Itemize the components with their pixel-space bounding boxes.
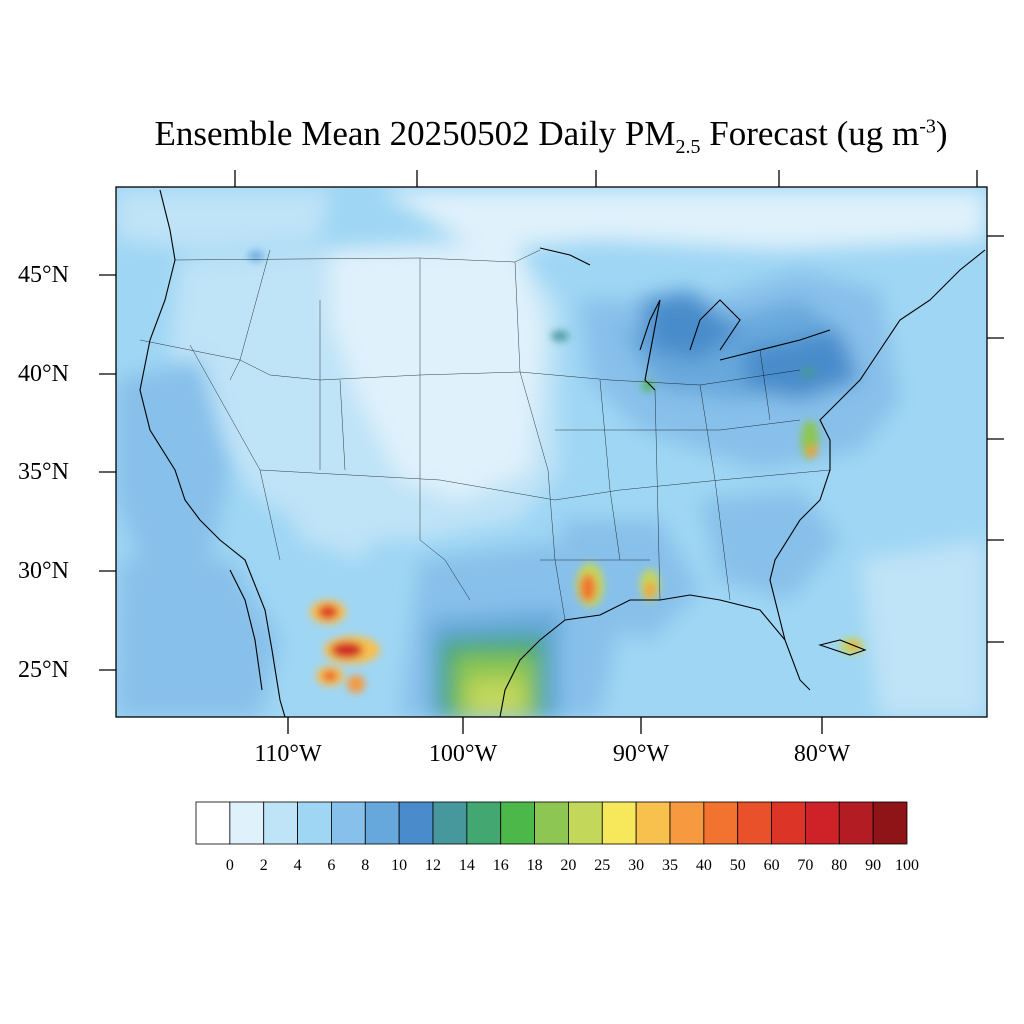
colorbar-tick-label: 8 [361,857,370,874]
lat-label-45: 45°N [18,262,69,288]
lat-label-40: 40°N [18,361,69,387]
colorbar-swatch [263,801,298,845]
colorbar-tick-label: 14 [458,857,475,874]
lat-label-25: 25°N [18,657,69,683]
colorbar-tick-label: 35 [662,857,678,874]
colorbar-swatch [432,801,468,845]
colorbar-swatch [635,801,671,845]
lon-label-110w: 110°W [254,741,322,767]
colorbar-tick-label: 25 [594,857,611,874]
colorbar-swatch [534,801,569,845]
colorbar-tick-label: 4 [293,857,302,874]
colorbar-swatch [195,801,231,845]
colorbar-tick-label: 12 [425,857,441,874]
title-prefix: Ensemble Mean 20250502 Daily PM [154,114,676,153]
colorbar-tick-label: 40 [695,857,712,874]
map-title: Ensemble Mean 20250502 Daily PM2.5 Forec… [0,114,1024,159]
lon-label-80w: 80°W [793,741,851,767]
title-superscript: -3 [919,115,936,138]
colorbar-tick-label: 2 [259,857,268,874]
concentration-field [116,187,987,717]
colorbar-tick-label: 6 [327,857,336,874]
clean-interior [116,190,985,560]
title-subscript: 2.5 [675,136,701,158]
hot-spots [248,251,864,693]
lat-label-30: 30°N [18,558,69,584]
colorbar-tick-label: 16 [492,857,509,874]
colorbar-tick-label: 10 [391,857,408,874]
colorbar-tick-label: 60 [763,857,780,874]
colorbar-tick-label: 30 [628,857,645,874]
title-middle: Forecast (ug m [700,114,920,153]
colorbar-tick-label: 100 [895,857,919,874]
lat-label-35: 35°N [18,459,69,485]
colorbar-tick-label: 20 [560,857,577,874]
colorbar-swatch [872,801,908,845]
colorbar-swatch [568,801,603,845]
lon-label-90w: 90°W [612,741,670,767]
colorbar-tick-label: 80 [831,857,848,874]
state-borders [139,249,831,621]
colorbar-swatch [297,801,332,845]
texas-mexico-smoke [430,610,560,717]
colorbar-swatch [737,801,772,845]
elevated-regions [116,270,985,717]
axis-ticks [99,170,1004,734]
colorbar-tick-label: 0 [225,857,234,874]
colorbar-swatch [601,801,637,845]
colorbar-tick-label: 18 [526,857,543,874]
colorbar-swatch [669,801,705,845]
colorbar-swatch [364,801,400,845]
colorbar-swatch [771,801,806,845]
colorbar-swatch [331,801,366,845]
coastlines [139,189,986,717]
colorbar-swatch [500,801,535,845]
colorbar-swatch [838,801,874,845]
lon-label-100w: 100°W [428,741,498,767]
colorbar-swatch [805,801,840,845]
title-suffix: ) [935,114,948,153]
colorbar-tick-label: 50 [729,857,746,874]
colorbar-swatch [466,801,502,845]
colorbar-tick-label: 70 [797,857,814,874]
colorbar-tick-label: 90 [865,857,882,874]
colorbar-swatch [229,801,265,845]
map-frame [115,186,988,718]
colorbar-swatch [398,801,434,845]
colorbar-swatch [703,801,739,845]
